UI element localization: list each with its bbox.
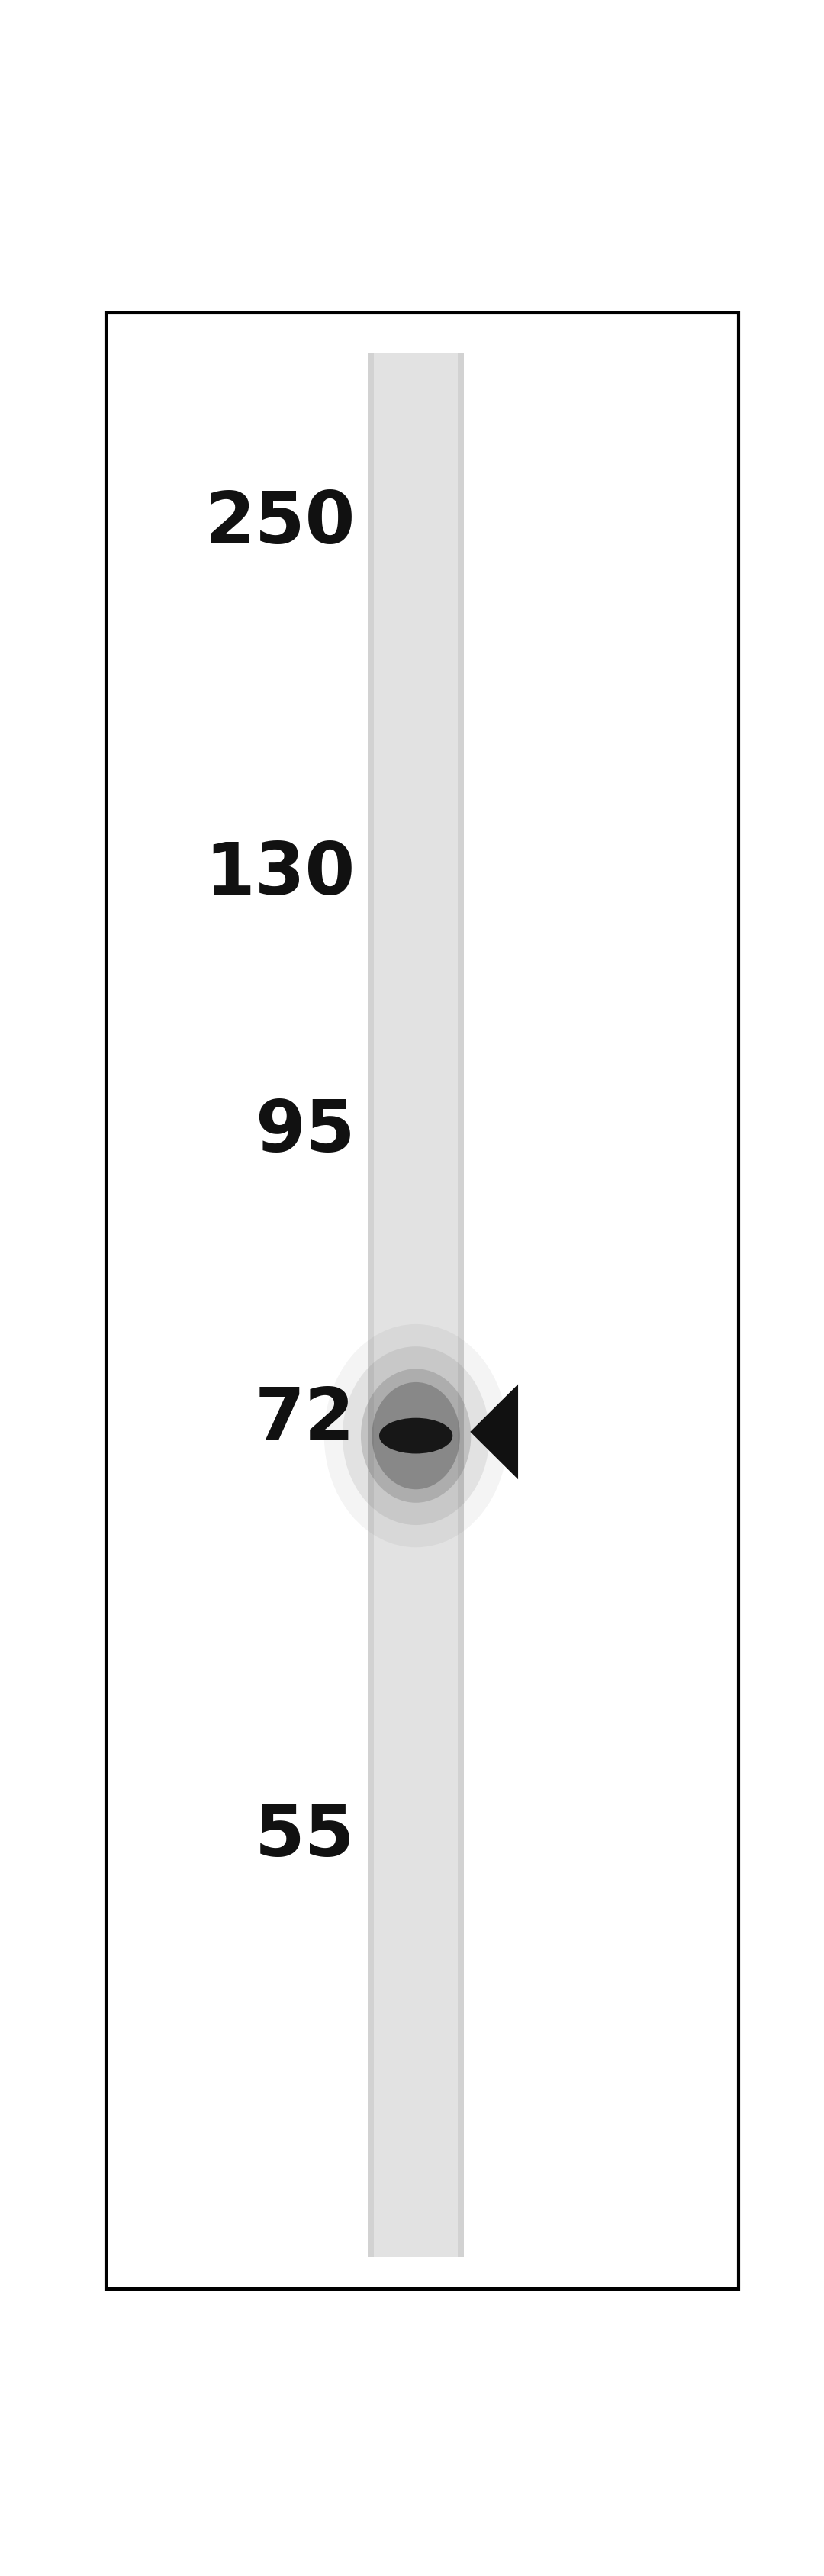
Ellipse shape [372, 1383, 460, 1489]
Text: 95: 95 [255, 1097, 355, 1167]
Text: 55: 55 [255, 1801, 355, 1873]
Text: 250: 250 [204, 489, 355, 559]
Ellipse shape [324, 1324, 508, 1548]
Text: 130: 130 [204, 840, 355, 909]
Ellipse shape [379, 1417, 452, 1453]
Bar [458, 353, 464, 2257]
Text: 72: 72 [255, 1386, 355, 1455]
Bar [368, 353, 464, 2257]
Ellipse shape [343, 1347, 489, 1525]
Polygon shape [471, 1383, 518, 1479]
Bar [368, 353, 374, 2257]
Ellipse shape [361, 1368, 471, 1502]
